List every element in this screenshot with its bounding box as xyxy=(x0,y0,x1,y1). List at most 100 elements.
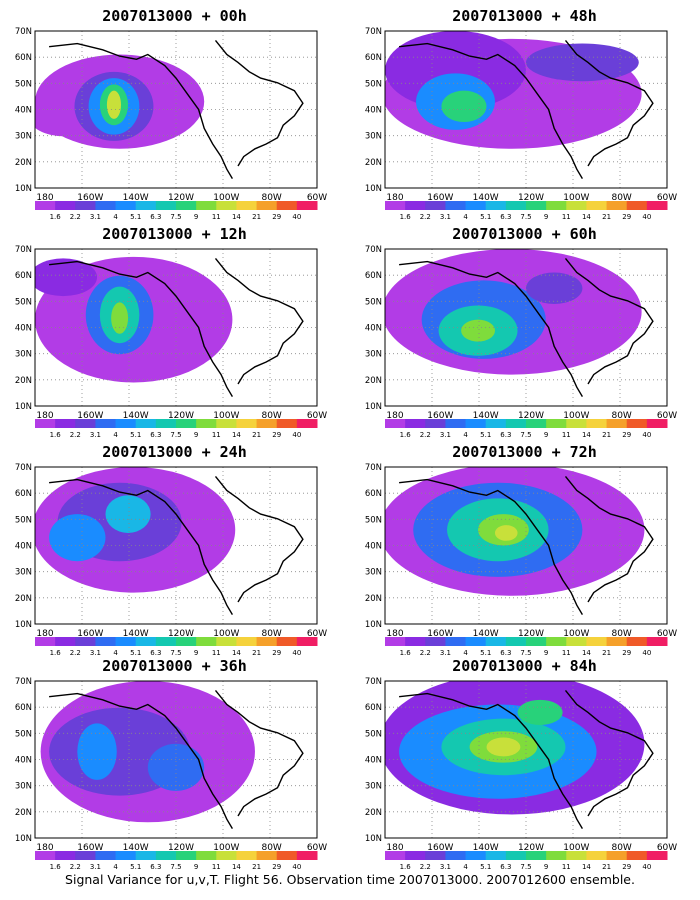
colorbar-label: 11 xyxy=(562,649,571,657)
colorbar-swatch xyxy=(606,201,628,210)
colorbar-swatch xyxy=(566,419,587,428)
colorbar-label: 40 xyxy=(292,649,301,657)
colorbar-label: 11 xyxy=(562,213,571,221)
variance-contour xyxy=(526,272,583,304)
colorbar-swatch xyxy=(115,851,137,860)
colorbar-swatch xyxy=(236,637,258,646)
colorbar-swatch xyxy=(526,637,547,646)
panel-title: 2007013000 + 84h xyxy=(452,657,597,675)
longitude-label: 120W xyxy=(518,843,544,853)
colorbar-swatch xyxy=(75,201,96,210)
map-panel-12h: 2007013000 + 12h 10N 20N 30N 40N 50N 60N 70N 18… xyxy=(2,223,347,440)
latitude-label: 30N xyxy=(15,350,32,360)
coastline xyxy=(49,42,234,179)
latitude-label: 40N xyxy=(15,106,32,116)
colorbar-label: 3.1 xyxy=(90,863,101,871)
colorbar-swatch xyxy=(385,201,406,210)
longitude-label: 60W xyxy=(657,629,677,639)
colorbar-label: 3.1 xyxy=(440,431,451,439)
colorbar-label: 40 xyxy=(292,213,301,221)
colorbar-label: 5.1 xyxy=(480,649,491,657)
colorbar-label: 40 xyxy=(642,431,651,439)
figure-caption: Signal Variance for u,v,T. Flight 56. Ob… xyxy=(65,872,635,887)
colorbar-label: 14 xyxy=(232,863,241,871)
variance-map: 10N 20N 30N 40N 50N 60N 70N 180 160W 140W 120W 100W… xyxy=(365,463,677,657)
colorbar-swatch xyxy=(55,201,76,210)
colorbar-swatch xyxy=(546,419,567,428)
colorbar-swatch xyxy=(55,637,76,646)
longitude-label: 100W xyxy=(563,843,589,853)
coastline xyxy=(214,257,304,385)
colorbar-swatch xyxy=(465,201,487,210)
colorbar-swatch xyxy=(465,637,487,646)
longitude-label: 60W xyxy=(307,193,327,203)
colorbar-swatch xyxy=(75,419,96,428)
longitude-label: 140W xyxy=(473,629,499,639)
colorbar-swatch xyxy=(485,419,507,428)
colorbar-label: 1.6 xyxy=(400,213,412,221)
colorbar-label: 1.6 xyxy=(400,863,412,871)
colorbar-swatch xyxy=(75,637,96,646)
map-panel-00h: 2007013000 + 00h 10N 20N 30N 40N 50N 60N 70N 18… xyxy=(2,5,347,222)
variance-contour xyxy=(441,90,487,123)
colorbar-swatch xyxy=(566,851,587,860)
colorbar-swatch xyxy=(216,201,237,210)
map-panel-24h: 2007013000 + 24h 10N 20N 30N 40N 50N 60N 70N 18… xyxy=(2,441,347,658)
colorbar-swatch xyxy=(155,419,177,428)
colorbar-swatch xyxy=(465,419,487,428)
colorbar-label: 7.5 xyxy=(520,649,531,657)
colorbar-label: 29 xyxy=(622,431,631,439)
longitude-label: 100W xyxy=(213,629,239,639)
colorbar-swatch xyxy=(385,637,406,646)
colorbar-label: 21 xyxy=(252,863,261,871)
colorbar-swatch xyxy=(526,419,547,428)
colorbar-swatch xyxy=(95,419,117,428)
longitude-label: 100W xyxy=(563,629,589,639)
colorbar-label: 7.5 xyxy=(170,863,181,871)
colorbar-label: 1.6 xyxy=(50,431,62,439)
longitude-label: 120W xyxy=(518,411,544,421)
colorbar-label: 5.1 xyxy=(480,863,491,871)
colorbar-label: 6.3 xyxy=(500,863,511,871)
panel-title: 2007013000 + 24h xyxy=(102,443,247,461)
longitude-label: 80W xyxy=(261,843,281,853)
latitude-label: 30N xyxy=(365,568,382,578)
longitude-label: 120W xyxy=(518,629,544,639)
colorbar-swatch xyxy=(135,637,157,646)
map-frame xyxy=(384,30,668,189)
map-panel-84h: 2007013000 + 84h 10N 20N 30N 40N 50N 60N 70N 18… xyxy=(352,655,697,872)
latitude-label: 60N xyxy=(365,271,382,281)
colorbar-label: 2.2 xyxy=(420,213,431,221)
variance-contour xyxy=(49,514,106,562)
longitude-label: 180 xyxy=(36,193,53,203)
variance-contour xyxy=(517,699,563,725)
colorbar-swatch xyxy=(405,419,426,428)
longitude-label: 100W xyxy=(213,411,239,421)
variance-map: 10N 20N 30N 40N 50N 60N 70N 180 160W 140W 120W 100W… xyxy=(365,677,677,871)
colorbar-swatch xyxy=(505,201,527,210)
coastline xyxy=(49,692,234,829)
colorbar-label: 6.3 xyxy=(150,213,161,221)
coastline xyxy=(214,689,304,817)
latitude-label: 50N xyxy=(15,79,32,89)
colorbar-swatch xyxy=(176,851,197,860)
variance-contour xyxy=(35,258,98,297)
longitude-label: 120W xyxy=(168,411,194,421)
longitude-label: 100W xyxy=(563,193,589,203)
colorbar-swatch xyxy=(296,851,318,860)
colorbar-swatch xyxy=(155,637,177,646)
colorbar-swatch xyxy=(95,201,117,210)
colorbar-label: 14 xyxy=(582,863,591,871)
colorbar-label: 4 xyxy=(113,431,118,439)
colorbar-swatch xyxy=(256,201,278,210)
colorbar-label: 7.5 xyxy=(170,213,181,221)
colorbar-label: 6.3 xyxy=(500,431,511,439)
colorbar-label: 14 xyxy=(232,431,241,439)
colorbar-swatch xyxy=(586,419,608,428)
colorbar-label: 40 xyxy=(292,431,301,439)
colorbar-label: 9 xyxy=(194,649,198,657)
longitude-label: 60W xyxy=(307,629,327,639)
colorbar-swatch xyxy=(566,637,587,646)
latitude-label: 10N xyxy=(15,834,32,844)
colorbar-swatch xyxy=(276,201,298,210)
